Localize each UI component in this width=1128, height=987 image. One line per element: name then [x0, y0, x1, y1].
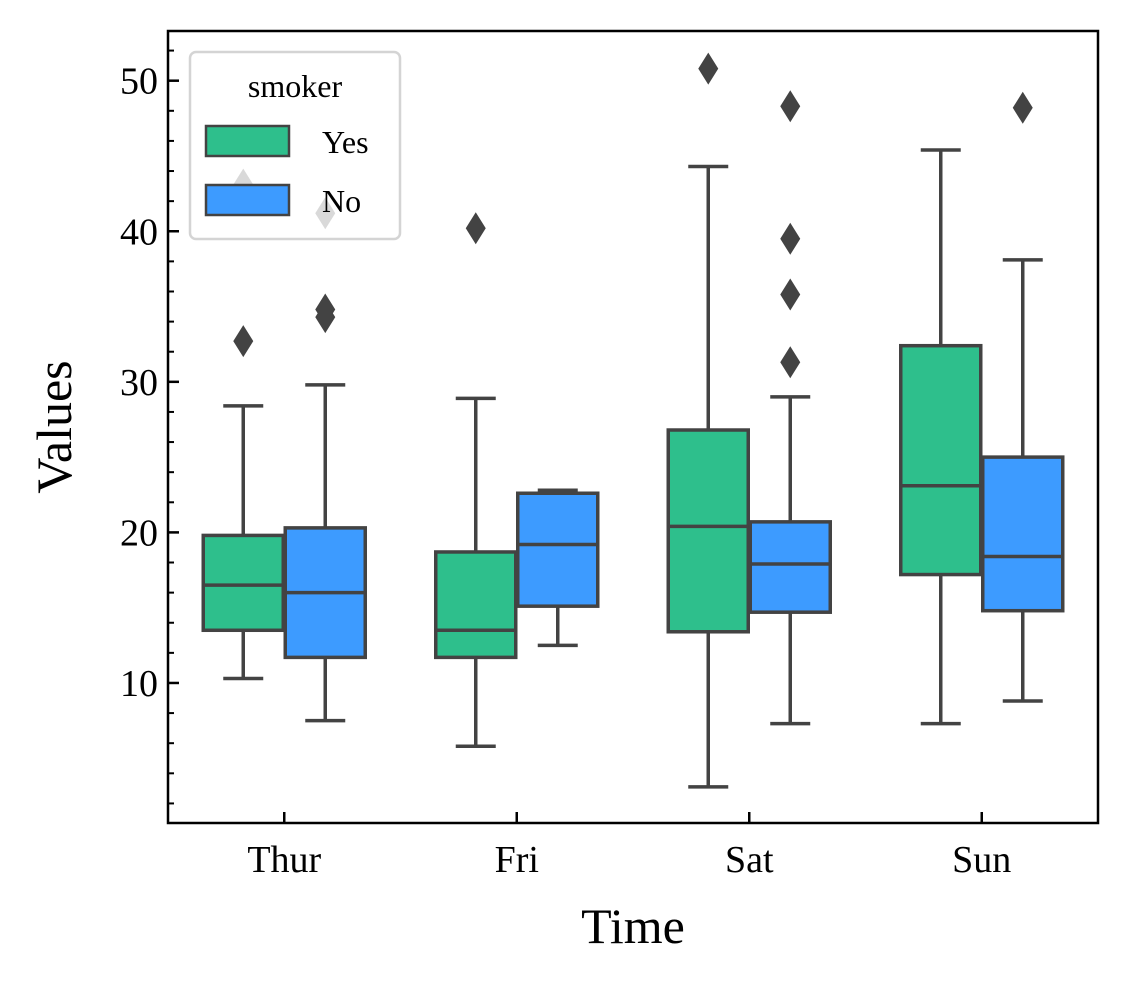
- outlier-point: [1012, 91, 1033, 124]
- box-yes-sun: [899, 148, 983, 726]
- box-no-fri: [516, 488, 600, 648]
- x-axis: Thur Fri Sat Sun: [247, 812, 1011, 881]
- y-axis-title: Values: [26, 360, 82, 493]
- box-iqr: [201, 533, 285, 633]
- box-iqr: [666, 428, 750, 634]
- box-no-thur: [283, 197, 367, 723]
- y-tick-label: 50: [120, 61, 158, 103]
- x-tick-label: Sun: [952, 839, 1011, 881]
- outlier-point: [698, 52, 719, 85]
- box-yes-thur: [201, 168, 285, 681]
- outlier-point: [780, 222, 801, 255]
- legend-swatch: [204, 183, 291, 217]
- legend-label: Yes: [322, 124, 369, 160]
- box-no-sat: [748, 90, 832, 726]
- legend-items: Yes No: [204, 124, 369, 219]
- y-tick-label: 20: [120, 512, 158, 554]
- legend-item-no: No: [204, 183, 361, 219]
- outlier-point: [233, 325, 254, 358]
- y-tick-label: 10: [120, 663, 158, 705]
- plot-frame: [166, 29, 1100, 825]
- box-iqr: [899, 343, 983, 577]
- x-tick-label: Sat: [725, 839, 774, 881]
- box-no-sun: [981, 91, 1065, 703]
- legend-swatch: [204, 124, 291, 158]
- box-iqr: [434, 550, 518, 660]
- outlier-point: [780, 278, 801, 311]
- outlier-point: [315, 293, 336, 326]
- x-tick-label: Fri: [495, 839, 539, 881]
- box-yes-sat: [666, 52, 750, 789]
- box-iqr: [516, 491, 600, 608]
- outlier-point: [780, 90, 801, 123]
- legend-label: No: [322, 183, 361, 219]
- y-axis: 10 20 30 40 50: [120, 49, 179, 805]
- x-axis-title: Time: [581, 898, 685, 954]
- x-tick-label: Thur: [247, 839, 321, 881]
- legend-title: smoker: [248, 68, 343, 104]
- legend: smoker Yes No: [188, 50, 402, 241]
- legend-item-yes: Yes: [204, 124, 369, 160]
- outlier-point: [780, 346, 801, 379]
- y-tick-label: 40: [120, 211, 158, 253]
- y-tick-label: 30: [120, 362, 158, 404]
- box-iqr: [981, 455, 1065, 613]
- box-yes-fri: [434, 212, 518, 748]
- outlier-point: [465, 212, 486, 245]
- box-iqr: [748, 520, 832, 614]
